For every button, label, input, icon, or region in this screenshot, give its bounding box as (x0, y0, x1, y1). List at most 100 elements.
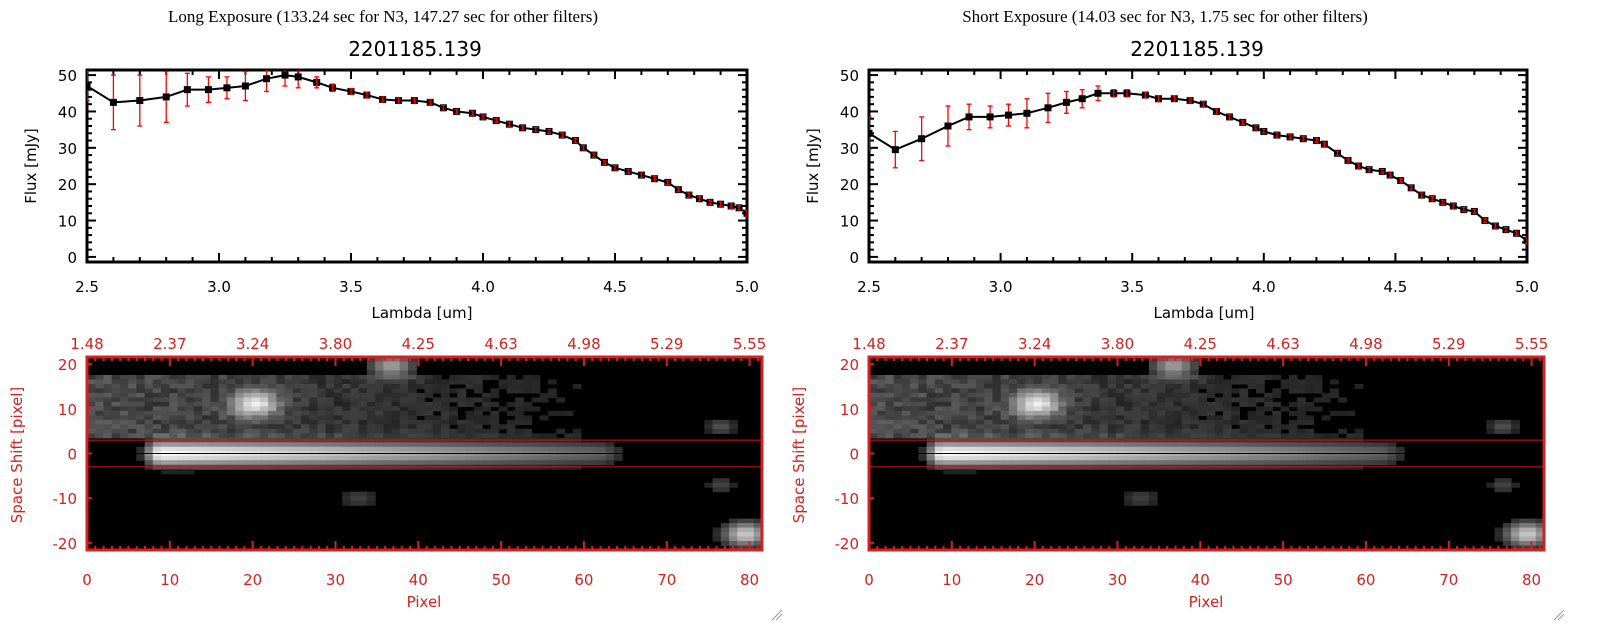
heatmap-cell (366, 496, 376, 502)
heatmap-cell (416, 433, 426, 439)
heatmap-cell (366, 383, 376, 390)
heatmap-cell (1173, 379, 1183, 385)
heatmap-cell (251, 397, 261, 403)
heatmap-cell (992, 446, 1002, 452)
heatmap-cell (1181, 397, 1191, 403)
heatmap-cell (580, 446, 590, 452)
heatmap-cell (284, 401, 294, 407)
heatmap-cell (1181, 410, 1191, 416)
heatmap-cell (449, 410, 459, 416)
heatmap-cell (1321, 433, 1331, 439)
heatmap-cell (712, 527, 722, 533)
long-image-plot: 0 10 20 30 40 50 60 70 801.48 2.37 3.24 3.80 4.25 4.6… (53, 335, 767, 589)
heatmap-cell (1000, 401, 1010, 407)
heatmap-cell (350, 392, 360, 398)
heatmap-cell (893, 401, 903, 407)
heatmap-cell (539, 446, 549, 452)
heatmap-cell (1231, 379, 1241, 385)
heatmap-cell (268, 415, 277, 421)
heatmap-cell (1025, 442, 1035, 448)
flux-series-line (87, 74, 747, 215)
heatmap-cell (243, 397, 253, 403)
heatmap-cell (440, 406, 450, 412)
heatmap-cell (358, 496, 368, 502)
heatmap-cell (342, 433, 352, 439)
heatmap-cell (1083, 383, 1092, 390)
heatmap-cell (589, 446, 598, 452)
heatmap-cell (226, 379, 236, 385)
heatmap-cell (1157, 410, 1166, 416)
heatmap-cell (1231, 446, 1241, 452)
heatmap-cell (1190, 442, 1199, 448)
heatmap-cell (432, 374, 442, 381)
heatmap-cell (506, 460, 516, 466)
heatmap-cell (119, 428, 129, 434)
heatmap-cell (226, 460, 236, 466)
heatmap-cell (1165, 379, 1175, 385)
short-exposure-title: Short Exposure (14.03 sec for N3, 1.75 s… (962, 7, 1368, 26)
heatmap-cell (992, 379, 1002, 385)
heatmap-cell (1091, 401, 1101, 407)
heatmap-cell (1190, 433, 1199, 439)
heatmap-cell (1025, 424, 1035, 430)
heatmap-cell (218, 460, 228, 466)
heatmap-cell (1025, 397, 1035, 403)
heatmap-cell (1165, 433, 1175, 439)
heatmap-cell (87, 397, 96, 403)
heatmap-cell (350, 433, 360, 439)
heatmap-cell (1083, 419, 1092, 425)
heatmap-cell (1255, 397, 1265, 403)
heatmap-cell (1494, 478, 1504, 484)
heatmap-cell (1527, 527, 1537, 533)
heatmap-cell (1140, 406, 1150, 412)
heatmap-cell (465, 410, 475, 416)
heatmap-cell (1297, 442, 1306, 448)
heatmap-cell (1280, 424, 1290, 430)
heatmap-cell (967, 460, 977, 466)
heatmap-cell (1033, 383, 1043, 390)
heatmap-cell (1083, 388, 1092, 394)
heatmap-cell (547, 433, 557, 439)
heatmap-cell (161, 388, 170, 394)
heatmap-cell (1288, 388, 1298, 394)
heatmap-cell (424, 460, 434, 466)
heatmap-cell (918, 374, 928, 381)
heatmap-cell (531, 442, 541, 448)
heatmap-cell (210, 433, 220, 439)
heatmap-cell (934, 428, 944, 434)
resize-grip-icon[interactable] (1553, 609, 1565, 621)
x-tick-label: 70 (657, 571, 676, 589)
heatmap-cell (1288, 446, 1298, 452)
heatmap-cell (111, 401, 121, 407)
heatmap-cell (325, 410, 335, 416)
heatmap-cell (1255, 446, 1265, 452)
heatmap-cell (926, 397, 936, 403)
heatmap-cell (1519, 527, 1529, 533)
heatmap-cell (1074, 397, 1084, 403)
heatmap-cell (259, 388, 269, 394)
heatmap-cell (383, 383, 393, 390)
heatmap-cell (259, 410, 269, 416)
heatmap-cell (128, 374, 137, 381)
heatmap-cell (901, 406, 911, 412)
heatmap-cell (276, 428, 286, 434)
heatmap-cell (1058, 374, 1068, 381)
heatmap-cell (1198, 397, 1208, 403)
heatmap-cell (1148, 433, 1158, 439)
heatmap-cell (194, 446, 203, 452)
heatmap-cell (136, 401, 146, 407)
heatmap-cell (572, 460, 582, 466)
heatmap-cell (1132, 415, 1142, 421)
heatmap-cell (515, 415, 524, 421)
heatmap-cell (473, 383, 483, 390)
heatmap-cell (926, 433, 936, 439)
resize-grip-icon[interactable] (771, 609, 783, 621)
x-tick-label: 40 (409, 571, 428, 589)
heatmap-cell (251, 428, 261, 434)
heatmap-cell (1280, 383, 1290, 390)
heatmap-cell (473, 374, 483, 381)
heatmap-cell (1025, 460, 1035, 466)
heatmap-cell (1362, 442, 1372, 448)
heatmap-cell (1124, 433, 1134, 439)
heatmap-cell (358, 392, 368, 398)
